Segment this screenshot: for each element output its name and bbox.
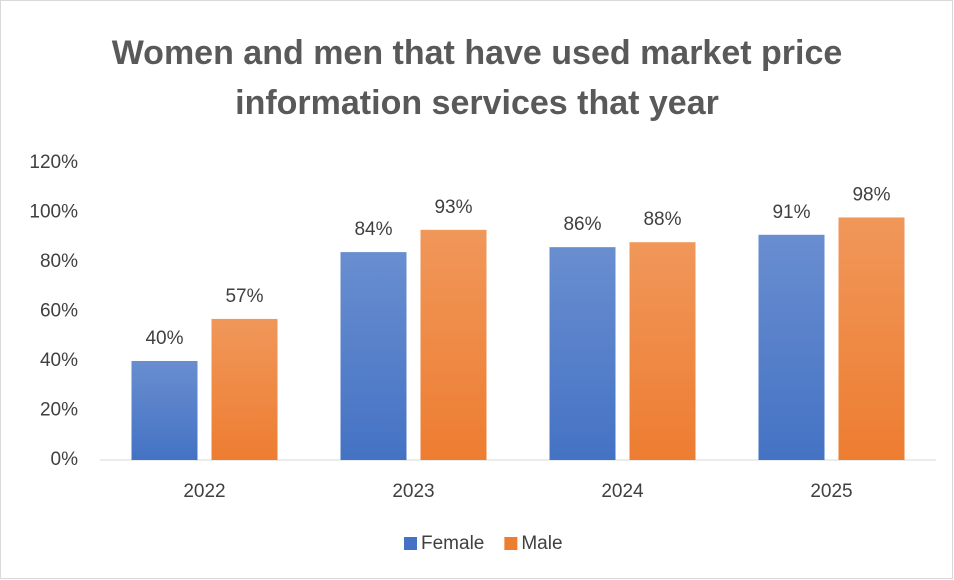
y-tick-label: 80% — [40, 251, 78, 272]
y-tick-label: 20% — [40, 400, 78, 421]
legend-swatch — [404, 537, 417, 550]
data-label: 57% — [225, 286, 263, 307]
bar — [758, 234, 825, 460]
data-label: 86% — [563, 214, 601, 235]
legend-label: Female — [421, 533, 484, 554]
data-label: 93% — [434, 197, 472, 218]
chart-title: Women and men that have used market pric… — [111, 34, 843, 122]
data-label: 98% — [852, 184, 890, 205]
y-tick-label: 40% — [40, 350, 78, 371]
bar — [549, 247, 616, 460]
y-tick-label: 120% — [29, 152, 78, 173]
data-label: 91% — [772, 202, 810, 223]
x-tick-label: 2023 — [392, 481, 434, 502]
x-tick-label: 2025 — [810, 481, 852, 502]
legend-swatch — [504, 537, 518, 550]
bar — [420, 229, 487, 460]
y-tick-label: 0% — [51, 449, 79, 470]
bar — [629, 242, 696, 460]
bar — [340, 252, 407, 460]
bar — [211, 318, 278, 460]
y-tick-label: 100% — [29, 202, 78, 223]
legend-label: Male — [521, 533, 562, 554]
data-label: 88% — [643, 209, 681, 230]
data-label: 40% — [145, 328, 183, 349]
bar — [838, 217, 905, 460]
x-tick-label: 2024 — [601, 481, 644, 502]
bar — [131, 361, 198, 460]
y-tick-label: 60% — [40, 301, 78, 322]
x-tick-label: 2022 — [183, 481, 225, 502]
data-label: 84% — [354, 219, 392, 240]
